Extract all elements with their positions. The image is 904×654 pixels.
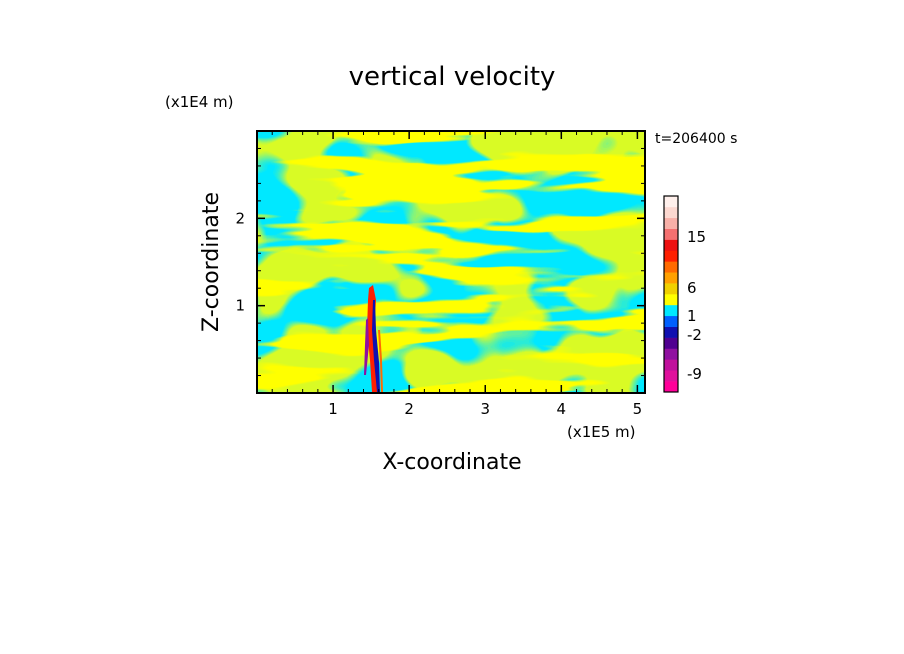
updraft-plume <box>364 285 383 392</box>
x-tick-label: 1 <box>328 400 338 418</box>
y-unit-label: (x1E4 m) <box>165 93 234 111</box>
colorbar-swatch <box>664 381 678 393</box>
x-tick-label: 2 <box>404 400 414 418</box>
plot-frame <box>256 130 646 394</box>
colorbar-tick-label: 6 <box>687 279 697 297</box>
colorbar-swatch <box>664 326 678 338</box>
colorbar-swatch <box>664 272 678 284</box>
colorbar-swatch <box>664 261 678 273</box>
colorbar-swatch <box>664 359 678 371</box>
x-tick-label: 4 <box>557 400 567 418</box>
colorbar-swatch <box>664 206 678 219</box>
chart-title: vertical velocity <box>349 62 556 92</box>
colorbar-swatch <box>664 239 678 251</box>
y-axis-label: Z-coordinate <box>199 192 224 332</box>
x-tick-label: 5 <box>633 400 643 418</box>
colorbar-swatch <box>664 294 678 306</box>
y-tick-label: 2 <box>235 209 245 227</box>
y-tick-label: 1 <box>235 297 245 315</box>
colorbar-tick-label: -2 <box>687 326 702 344</box>
colorbar-swatch <box>664 337 678 349</box>
colorbar-frame <box>663 195 679 393</box>
colorbar-swatch <box>664 348 678 360</box>
y-axis: 12 <box>235 147 645 377</box>
colorbar-tick-label: 15 <box>687 228 706 246</box>
colorbar-swatch <box>664 315 678 327</box>
x-axis-label: X-coordinate <box>382 450 521 475</box>
x-tick-label: 3 <box>480 400 490 418</box>
x-unit-label: (x1E5 m) <box>567 423 636 441</box>
colorbar-swatch <box>664 250 678 262</box>
colorbar-tick-label: 1 <box>687 307 697 325</box>
colorbar-swatch <box>664 196 678 208</box>
colorbar-swatch <box>664 370 678 382</box>
time-label: t=206400 s <box>655 131 737 147</box>
plot-field-layer-2 <box>257 131 645 393</box>
colorbar-swatch <box>664 217 678 229</box>
colorbar: 15 6 1-2 -9 <box>663 195 706 393</box>
colorbar-swatch <box>664 283 678 295</box>
colorbar-tick-label: -9 <box>687 365 702 383</box>
colorbar-swatch <box>664 228 678 240</box>
x-axis: 1 2 3 4 5 <box>271 131 643 418</box>
plot-area <box>257 131 645 393</box>
colorbar-swatch <box>664 304 678 317</box>
